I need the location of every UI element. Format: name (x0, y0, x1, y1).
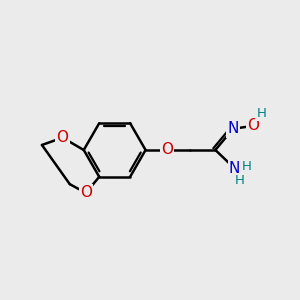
Text: N: N (227, 121, 239, 136)
Text: H: H (242, 160, 252, 173)
Text: O: O (161, 142, 173, 158)
Text: O: O (247, 118, 259, 134)
Text: N: N (229, 161, 240, 176)
Text: H: H (256, 107, 266, 120)
Text: H: H (235, 174, 245, 187)
Text: O: O (80, 185, 92, 200)
Text: O: O (57, 130, 69, 145)
